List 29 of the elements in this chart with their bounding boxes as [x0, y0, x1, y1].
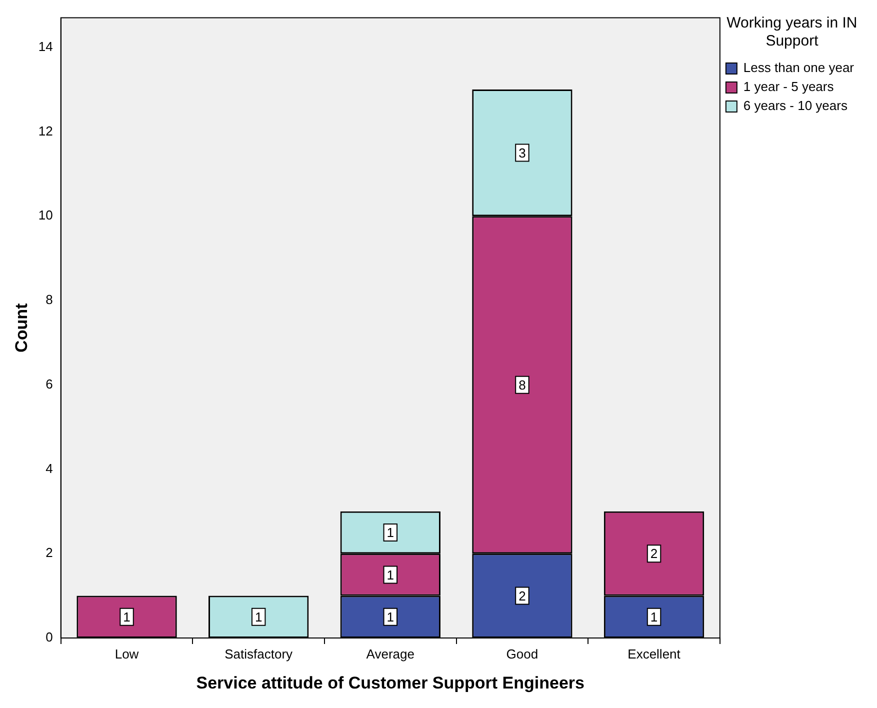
y-tick-label: 10 [38, 208, 53, 223]
legend-label: 6 years - 10 years [743, 98, 848, 114]
x-tick-label: Excellent [628, 646, 681, 662]
y-tick-label: 8 [46, 292, 53, 308]
legend-label: Less than one year [743, 60, 855, 76]
data-label: 2 [518, 588, 526, 604]
y-axis-title: Count [12, 303, 31, 352]
y-tick-label: 0 [46, 630, 53, 645]
data-label: 1 [386, 567, 394, 582]
legend-title: Working years in IN Support [726, 14, 858, 50]
x-axis-title: Service attitude of Customer Support Engineers [196, 673, 585, 692]
data-label: 3 [518, 145, 526, 160]
legend-label: 1 year - 5 years [743, 79, 834, 94]
data-label: 1 [254, 609, 262, 624]
x-tick-label: Low [114, 646, 140, 662]
y-tick-label: 4 [46, 460, 53, 476]
data-label: 1 [123, 609, 130, 624]
x-tick-label: Good [506, 646, 538, 662]
y-tick-label: 14 [38, 38, 53, 54]
data-label: 8 [518, 377, 526, 392]
data-label: 1 [386, 609, 394, 624]
data-label: 1 [386, 525, 394, 540]
y-tick-label: 12 [38, 123, 53, 138]
y-tick-label: 6 [46, 376, 53, 392]
y-tick-label: 2 [46, 545, 53, 560]
x-tick-label: Average [366, 646, 414, 662]
data-label: 2 [650, 546, 658, 562]
data-label: 1 [650, 609, 658, 624]
x-tick-label: Satisfactory [224, 646, 294, 662]
